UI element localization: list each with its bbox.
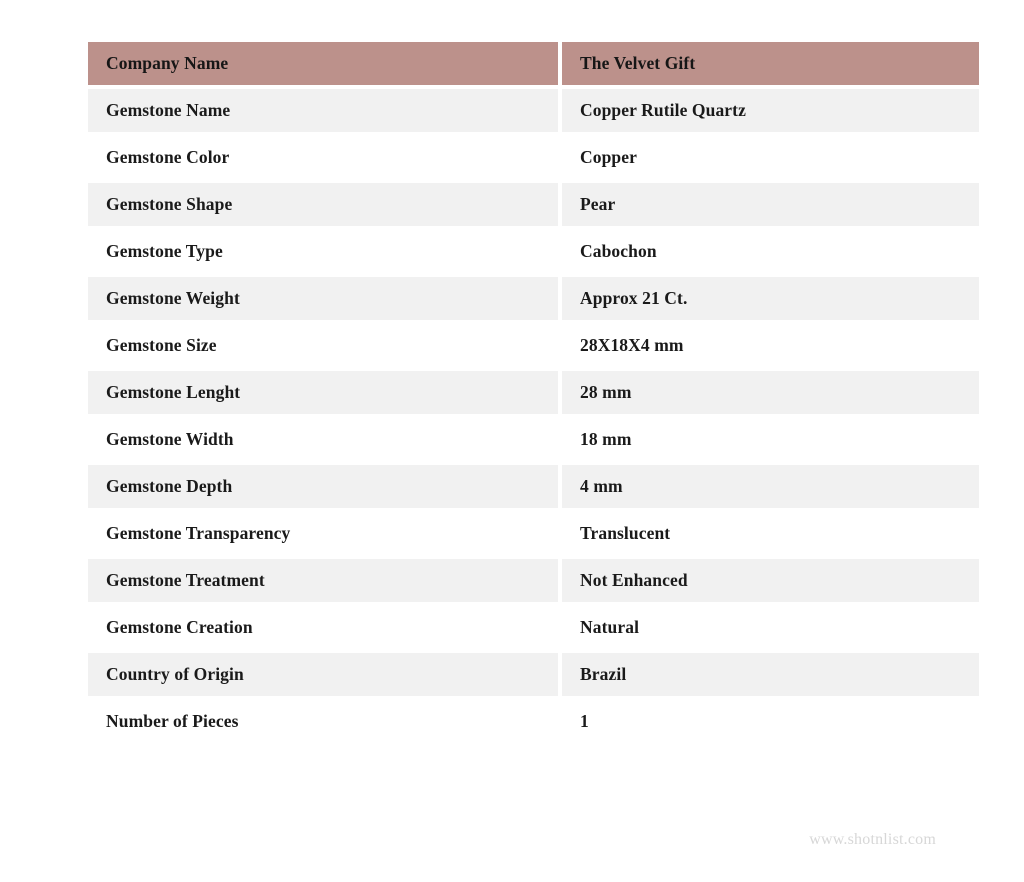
row-label-cell: Gemstone Transparency: [88, 512, 558, 555]
row-label-cell: Gemstone Color: [88, 136, 558, 179]
header-label-cell: Company Name: [88, 42, 558, 85]
row-value-cell: 28X18X4 mm: [562, 324, 979, 367]
table-row: Gemstone Lenght 28 mm: [88, 371, 979, 414]
row-label-cell: Number of Pieces: [88, 700, 558, 743]
table-row: Gemstone Color Copper: [88, 136, 979, 179]
table-row: Gemstone Weight Approx 21 Ct.: [88, 277, 979, 320]
row-label-cell: Gemstone Treatment: [88, 559, 558, 602]
row-value-cell: 4 mm: [562, 465, 979, 508]
table-row: Gemstone Width 18 mm: [88, 418, 979, 461]
gemstone-specification-table: Company Name The Velvet Gift Gemstone Na…: [84, 38, 983, 747]
table-row: Number of Pieces 1: [88, 700, 979, 743]
row-value-cell: Pear: [562, 183, 979, 226]
row-label-cell: Gemstone Depth: [88, 465, 558, 508]
row-value-cell: 28 mm: [562, 371, 979, 414]
row-value-cell: 18 mm: [562, 418, 979, 461]
row-value-cell: Approx 21 Ct.: [562, 277, 979, 320]
row-label-cell: Gemstone Width: [88, 418, 558, 461]
table-header-row: Company Name The Velvet Gift: [88, 42, 979, 85]
table-row: Country of Origin Brazil: [88, 653, 979, 696]
row-label-cell: Gemstone Size: [88, 324, 558, 367]
watermark: www.shotnlist.com: [809, 831, 936, 848]
row-value-cell: 1: [562, 700, 979, 743]
row-label-cell: Gemstone Creation: [88, 606, 558, 649]
row-label-cell: Gemstone Name: [88, 89, 558, 132]
table-row: Gemstone Depth 4 mm: [88, 465, 979, 508]
row-value-cell: Translucent: [562, 512, 979, 555]
row-value-cell: Copper Rutile Quartz: [562, 89, 979, 132]
table-row: Gemstone Creation Natural: [88, 606, 979, 649]
row-label-cell: Gemstone Lenght: [88, 371, 558, 414]
row-value-cell: Copper: [562, 136, 979, 179]
row-value-cell: Not Enhanced: [562, 559, 979, 602]
row-label-cell: Gemstone Type: [88, 230, 558, 273]
table-row: Gemstone Transparency Translucent: [88, 512, 979, 555]
table-row: Gemstone Size 28X18X4 mm: [88, 324, 979, 367]
row-label-cell: Gemstone Weight: [88, 277, 558, 320]
header-value-cell: The Velvet Gift: [562, 42, 979, 85]
table-row: Gemstone Type Cabochon: [88, 230, 979, 273]
table-body: Company Name The Velvet Gift Gemstone Na…: [88, 42, 979, 743]
table-row: Gemstone Treatment Not Enhanced: [88, 559, 979, 602]
row-value-cell: Brazil: [562, 653, 979, 696]
row-value-cell: Natural: [562, 606, 979, 649]
row-label-cell: Country of Origin: [88, 653, 558, 696]
row-value-cell: Cabochon: [562, 230, 979, 273]
table-row: Gemstone Shape Pear: [88, 183, 979, 226]
table-row: Gemstone Name Copper Rutile Quartz: [88, 89, 979, 132]
row-label-cell: Gemstone Shape: [88, 183, 558, 226]
